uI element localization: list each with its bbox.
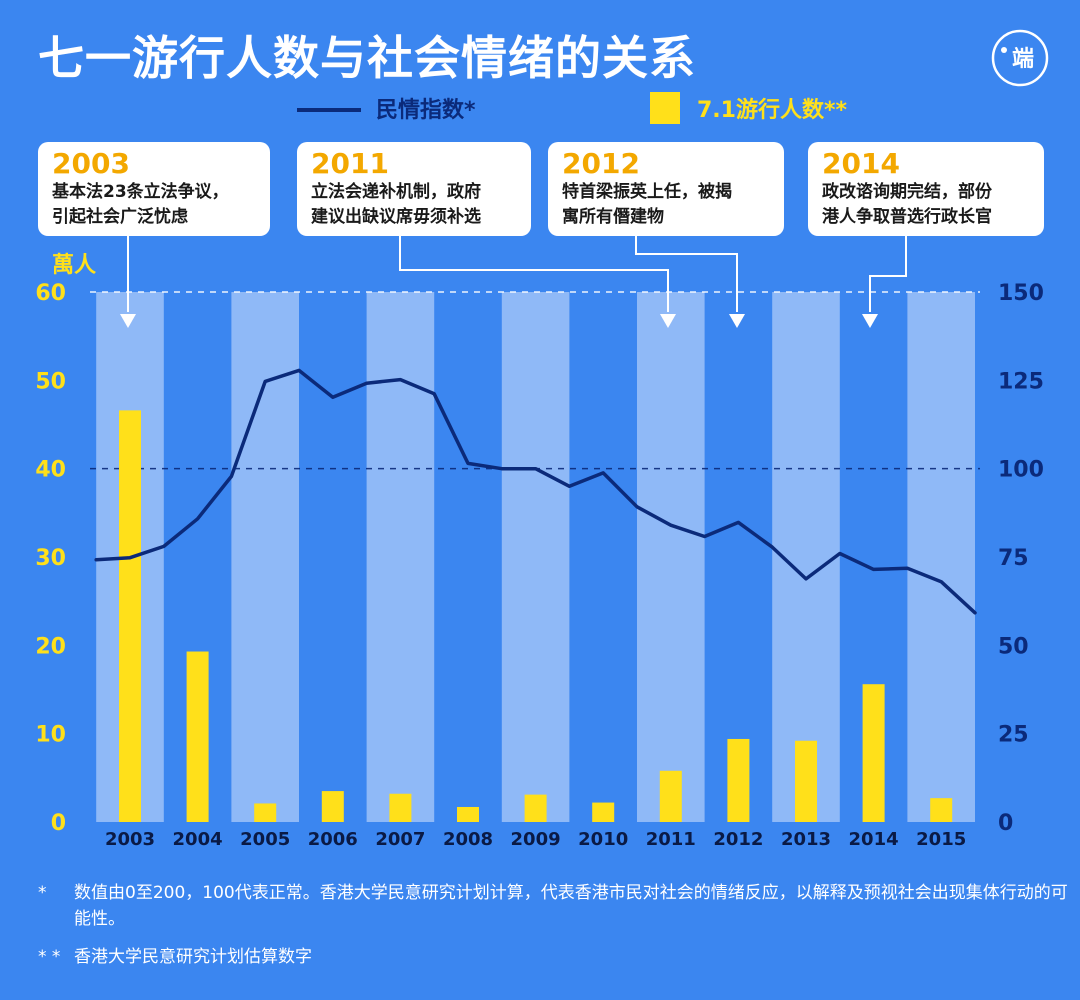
callout-year: 2012 [562, 147, 640, 180]
footnote-1: * 数值由0至200，100代表正常。香港大学民意研究计划计算，代表香港市民对社… [38, 880, 1068, 932]
arrow-2011 [399, 236, 669, 312]
callout-year: 2003 [52, 147, 130, 180]
x-tick-label: 2009 [511, 829, 561, 850]
bar-2010 [592, 802, 615, 822]
callout-2003: 2003 基本法23条立法争议， 引起社会广泛忧虑 [38, 142, 270, 236]
callout-text-line: 建议出缺议席毋须补选 [311, 207, 481, 227]
callout-text-line: 立法会递补机制，政府 [311, 182, 481, 202]
footnote-mark: * [38, 883, 47, 903]
callout-year: 2014 [822, 147, 900, 180]
column-band [366, 292, 435, 822]
callout-2011: 2011 立法会递补机制，政府 建议出缺议席毋须补选 [297, 142, 531, 236]
callout-2012: 2012 特首梁振英上任，被揭 寓所有僭建物 [548, 142, 784, 236]
y-left-tick-label: 10 [35, 723, 66, 748]
column-band [907, 292, 975, 822]
bar-2004 [186, 651, 209, 822]
y-left-tick-label: 40 [35, 458, 66, 483]
callout-text-line: 引起社会广泛忧虑 [52, 207, 188, 227]
arrow-head [120, 314, 136, 328]
x-tick-label: 2012 [713, 829, 763, 850]
column-band [231, 292, 299, 822]
x-tick-label: 2014 [849, 829, 899, 850]
arrow-2012 [635, 236, 738, 312]
bar-2003 [119, 410, 141, 822]
x-tick-label: 2005 [240, 829, 290, 850]
callout-text-line: 基本法23条立法争议， [52, 182, 229, 202]
x-tick-label: 2007 [375, 829, 425, 850]
x-tick-label: 2006 [308, 829, 358, 850]
callout-text-line: 港人争取普选行政长官 [822, 207, 992, 227]
x-tick-label: 2008 [443, 829, 493, 850]
y-left-tick-label: 0 [51, 811, 66, 836]
footnote-2: * * 香港大学民意研究计划估算数字 [38, 944, 1048, 970]
y-right-tick-label: 25 [998, 723, 1029, 748]
y-left-tick-label: 60 [35, 281, 66, 306]
bar-2005 [254, 803, 277, 822]
x-tick-label: 2013 [781, 829, 831, 850]
chart-title: 七一游行人数与社会情绪的关系 [38, 31, 696, 85]
arrow-2014 [869, 236, 907, 312]
y-right-tick-label: 0 [998, 811, 1013, 836]
x-tick-label: 2004 [173, 829, 223, 850]
arrow-head [729, 314, 745, 328]
logo-icon: 端 [991, 29, 1049, 87]
footnote-text: 数值由0至200，100代表正常。香港大学民意研究计划计算，代表香港市民对社会的… [74, 883, 1068, 929]
y-right-tick-label: 50 [998, 634, 1029, 659]
x-tick-label: 2011 [646, 829, 696, 850]
callout-text-line: 特首梁振英上任，被揭 [562, 182, 732, 202]
bar-2014 [862, 684, 885, 822]
arrow-head [862, 314, 878, 328]
y-left-tick-label: 30 [35, 546, 66, 571]
logo-text: 端 [1012, 47, 1034, 72]
y-right-tick-label: 150 [998, 281, 1044, 306]
bar-2013 [795, 740, 817, 822]
bar-2012 [727, 738, 750, 822]
series-line-sentiment [94, 368, 977, 615]
y-left-tick-label: 20 [35, 634, 66, 659]
column-band [637, 292, 705, 822]
chart-area: 萬人 0 10 20 30 40 50 60 0 25 50 75 100 125 150 2003 2004 2… [35, 236, 1044, 850]
x-tick-label: 2010 [578, 829, 628, 850]
callout-text-line: 政改谘询期完结，部份 [822, 182, 992, 202]
callout-text-line: 寓所有僭建物 [562, 207, 664, 227]
y-right-tick-label: 100 [998, 458, 1044, 483]
y-right-tick-label: 125 [998, 369, 1044, 394]
x-tick-label: 2003 [105, 829, 155, 850]
bar-2009 [524, 794, 547, 822]
bar-2008 [457, 806, 479, 822]
bar-2007 [389, 793, 412, 822]
column-band [501, 292, 570, 822]
bar-2011 [659, 770, 682, 822]
y-left-axis-label: 萬人 [52, 253, 96, 278]
bar-2006 [321, 791, 344, 822]
y-right-tick-label: 75 [998, 546, 1029, 571]
callout-2014: 2014 政改谘询期完结，部份 港人争取普选行政长官 [808, 142, 1044, 236]
footnote-mark: * * [38, 947, 61, 967]
arrow-head [660, 314, 676, 328]
footnote-text: 香港大学民意研究计划估算数字 [74, 947, 312, 967]
x-tick-label: 2015 [916, 829, 966, 850]
bar-2015 [930, 798, 953, 822]
callout-year: 2011 [311, 147, 389, 180]
y-left-tick-label: 50 [35, 369, 66, 394]
